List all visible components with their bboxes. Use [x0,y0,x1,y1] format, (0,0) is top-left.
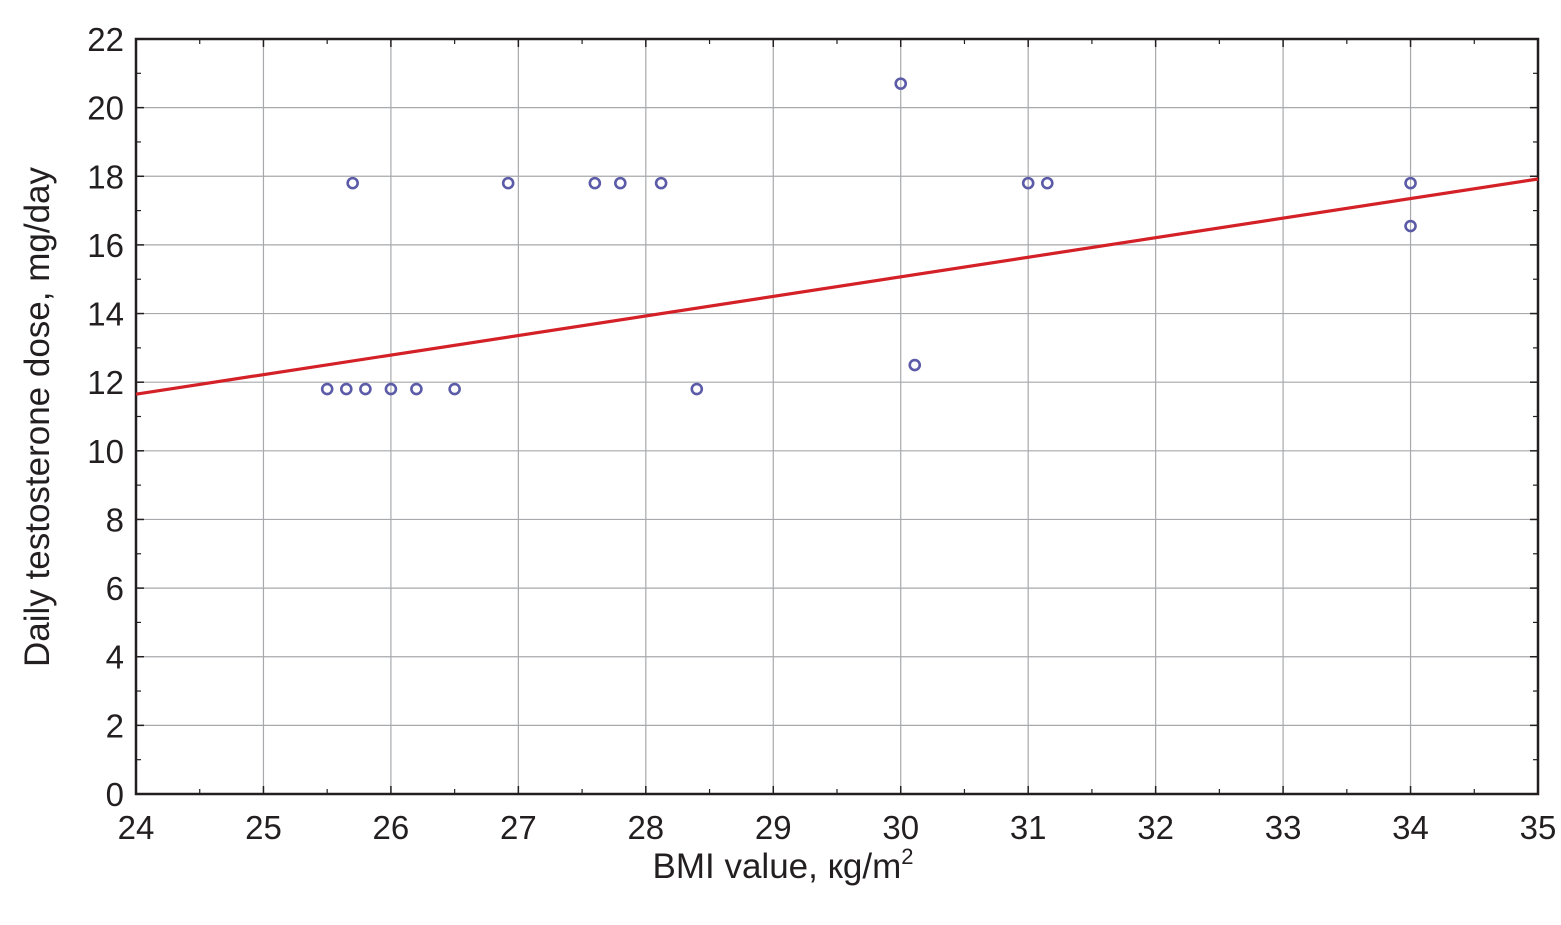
x-tick-label: 31 [1010,809,1047,846]
x-tick-label: 33 [1265,809,1302,846]
y-axis-tick-labels: 0 2 4 6 8 10 12 14 16 18 20 22 [87,21,124,813]
x-tick-label: 32 [1137,809,1174,846]
data-point [1404,176,1417,190]
grid [136,39,1538,794]
scatter-points [320,77,1417,396]
x-tick-label: 35 [1520,809,1557,846]
x-tick-label: 34 [1392,809,1429,846]
data-point [908,358,922,372]
y-tick-label: 6 [106,570,124,607]
x-tick-label: 30 [882,809,919,846]
y-tick-label: 20 [87,90,124,127]
y-tick-label: 10 [87,433,124,470]
x-tick-label: 29 [755,809,792,846]
regression-line-layer [135,177,1539,396]
data-point [1041,176,1054,190]
data-point [501,176,515,190]
regression-line [135,177,1539,396]
minor-ticks [135,38,1539,795]
x-tick-label: 27 [500,809,537,846]
y-tick-label: 12 [87,364,124,401]
y-tick-label: 18 [87,158,124,195]
data-point [384,382,398,396]
x-axis-title-text: BMI value, кg/m [653,847,902,886]
y-tick-label: 4 [106,639,124,676]
data-point [346,176,359,190]
data-point [320,382,334,396]
data-point [614,176,627,190]
y-axis-title: Daily testosterone dose, mg/day [18,167,57,667]
x-axis-tick-labels: 24 25 26 27 28 29 30 31 32 33 34 35 [118,809,1557,846]
x-tick-label: 28 [627,809,664,846]
x-tick-label: 25 [245,809,282,846]
y-tick-label: 0 [106,776,124,813]
data-point [410,382,423,396]
data-point [448,382,461,396]
data-point [654,176,668,190]
data-point [894,77,908,90]
data-point [1021,176,1035,190]
y-tick-label: 14 [87,296,124,333]
y-tick-label: 8 [106,501,124,538]
y-tick-label: 2 [106,707,124,744]
data-point [690,382,704,396]
data-point [359,382,372,396]
y-tick-label: 16 [87,227,124,264]
x-axis-title-superscript: 2 [901,844,913,869]
plot-area-frame [134,37,1540,796]
data-point [588,176,602,190]
y-tick-label: 22 [87,21,124,58]
x-tick-label: 26 [373,809,410,846]
x-axis-title: BMI value, кg/m2 [653,844,914,886]
x-tick-label: 24 [118,809,155,846]
data-point [1404,219,1417,233]
data-point [339,382,353,396]
